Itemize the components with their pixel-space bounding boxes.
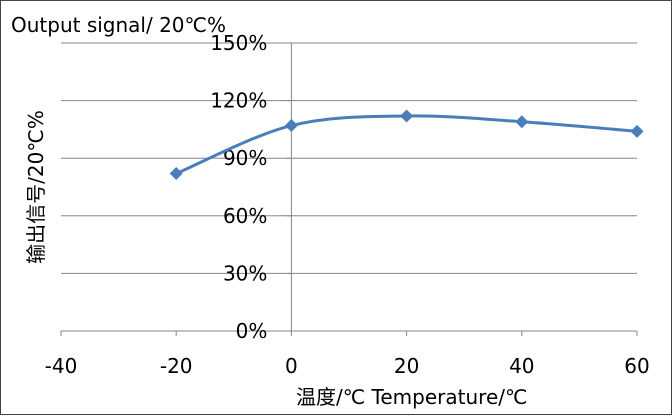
data-point--20: [169, 167, 183, 181]
x-tick-label: 60: [624, 354, 649, 378]
axes: [60, 42, 638, 336]
data-point-60: [630, 124, 644, 138]
y-tick-label: 0%: [236, 319, 268, 343]
y-axis-label: 输出信号/20℃%: [24, 110, 48, 264]
x-axis-label: 温度/℃ Temperature/℃: [296, 385, 527, 409]
chart-title: Output signal/ 20℃%: [11, 13, 226, 37]
x-tick-label: -20: [160, 354, 193, 378]
y-tick-label: 150%: [210, 31, 267, 55]
tick-labels: 0%30%60%90%120%150%-40 -20 0 20 40 60: [45, 31, 650, 378]
axis-labels: 温度/℃ Temperature/℃ 输出信号/20℃%: [24, 110, 527, 409]
x-tick-label: 40: [509, 354, 534, 378]
data-point-0: [284, 119, 298, 133]
data-series: [169, 109, 644, 181]
x-tick-label: -40: [45, 354, 78, 378]
gridlines: [61, 42, 637, 274]
x-tick-label: 0: [285, 354, 298, 378]
x-tick-label: 20: [394, 354, 419, 378]
data-point-20: [400, 109, 414, 123]
y-tick-label: 60%: [223, 204, 267, 228]
y-tick-label: 120%: [210, 89, 267, 113]
y-tick-label: 30%: [223, 261, 267, 285]
data-point-40: [515, 115, 529, 129]
